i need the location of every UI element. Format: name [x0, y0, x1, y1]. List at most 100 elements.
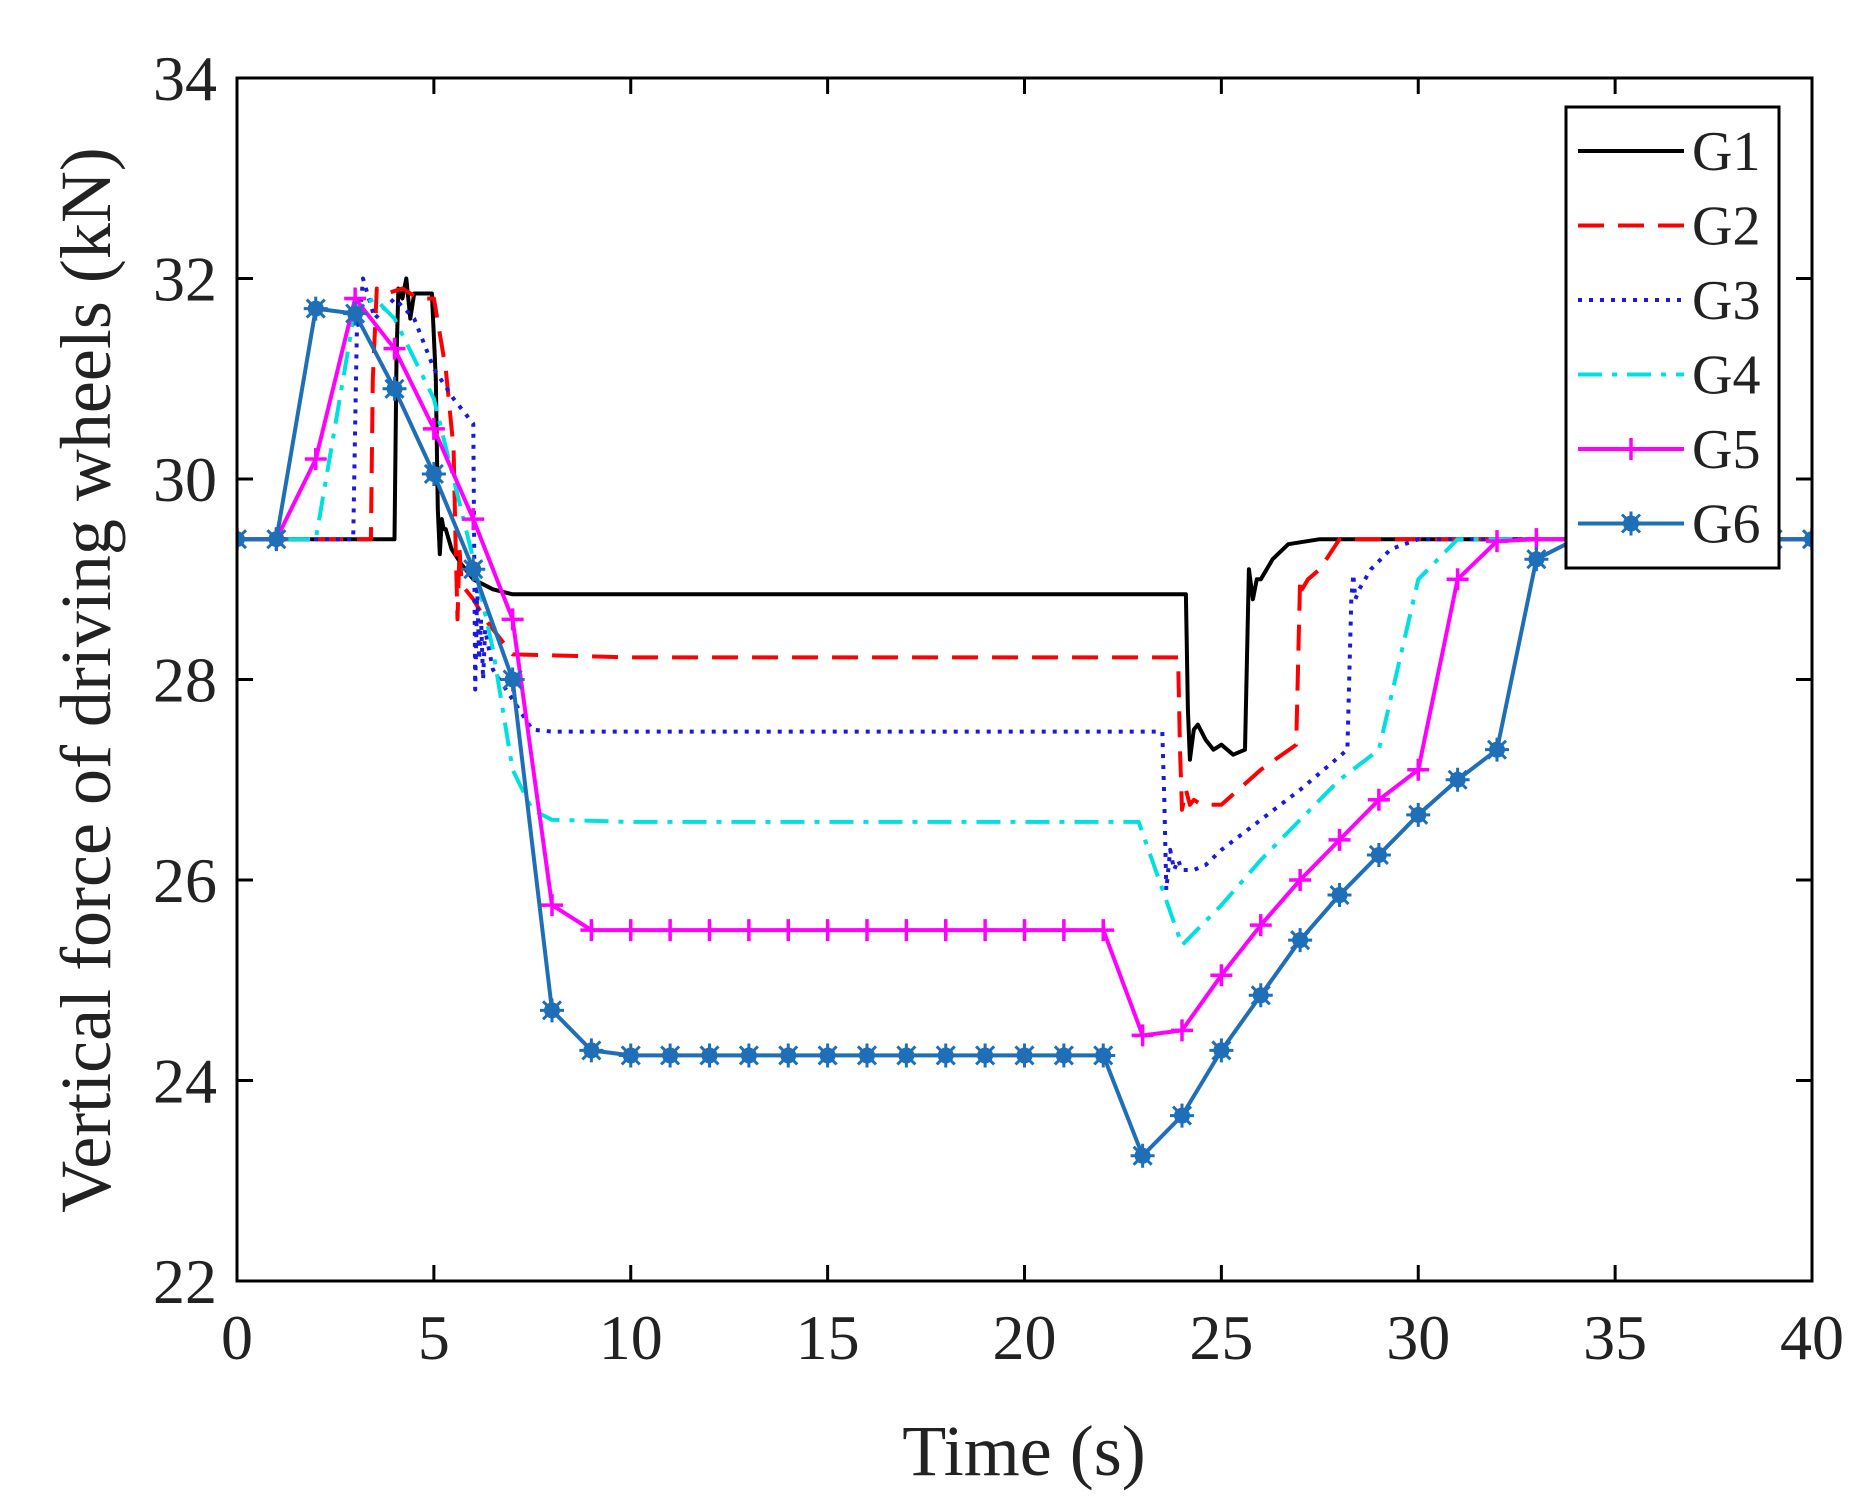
y-tick-label: 30	[153, 444, 217, 515]
data-point-g5	[1486, 530, 1508, 553]
legend-label: G2	[1692, 196, 1760, 258]
legend-label: G5	[1692, 419, 1760, 481]
data-point-g6	[1288, 928, 1313, 953]
data-point-g6	[421, 461, 446, 486]
data-point-g6	[500, 667, 525, 692]
series-g3	[237, 276, 1812, 892]
data-point-g5	[1328, 828, 1351, 851]
data-point-g6	[1091, 1043, 1116, 1068]
data-point-g5	[1525, 528, 1548, 551]
data-point-g6	[618, 1043, 643, 1068]
data-point-g5	[737, 919, 760, 942]
data-point-g6	[237, 527, 249, 552]
data-point-g5	[974, 919, 997, 942]
data-point-g6	[815, 1043, 840, 1068]
data-point-g6	[658, 1043, 683, 1068]
data-point-g6	[855, 1043, 879, 1068]
data-point-g5	[1210, 964, 1233, 987]
data-point-g6	[382, 376, 407, 401]
data-point-g5	[1013, 919, 1036, 942]
data-point-g6	[303, 296, 328, 321]
data-point-g6	[933, 1043, 958, 1068]
y-tick-label: 28	[153, 645, 217, 716]
x-tick-label: 0	[221, 1302, 253, 1373]
series-layer	[237, 276, 1812, 1168]
data-point-g6	[973, 1043, 998, 1068]
data-point-g6	[540, 998, 564, 1023]
data-point-g5	[895, 919, 918, 942]
ticks-layer: 0 5 10 15 20 25 30 35 40 22 24 26 28 30 32 34	[153, 43, 1844, 1373]
data-point-g5	[1367, 788, 1390, 811]
data-point-g5	[580, 919, 603, 942]
data-point-g5	[698, 919, 721, 942]
data-point-g5	[619, 919, 642, 942]
x-tick-label: 25	[1189, 1302, 1253, 1373]
y-tick-label: 24	[153, 1046, 217, 1117]
data-point-g6	[1012, 1043, 1037, 1068]
legend: G1 G2 G3 G4 G5 G6	[1564, 105, 1781, 570]
data-point-g5	[304, 447, 327, 470]
legend-label: G1	[1692, 121, 1760, 183]
data-point-g6	[1248, 983, 1273, 1008]
series-g1	[237, 276, 1812, 762]
data-point-g5	[383, 337, 406, 360]
x-tick-label: 35	[1583, 1302, 1647, 1373]
legend-box	[1564, 105, 1781, 570]
data-point-g5	[1407, 758, 1430, 781]
series-line-g1	[237, 276, 1812, 762]
data-point-g5	[1289, 869, 1312, 891]
x-tick-label: 20	[993, 1302, 1057, 1373]
legend-marker	[1619, 511, 1643, 536]
x-tick-label: 40	[1780, 1302, 1844, 1373]
x-tick-label: 30	[1386, 1302, 1450, 1373]
data-point-g5	[1446, 568, 1469, 591]
y-tick-label: 22	[153, 1246, 217, 1317]
data-point-g5	[1092, 919, 1115, 942]
data-point-g6	[776, 1043, 801, 1068]
legend-item-g6: G6	[1578, 494, 1760, 556]
data-point-g6	[1800, 527, 1812, 552]
y-axis-title: Vertical force of driving wheels (kN)	[46, 147, 126, 1213]
data-point-g6	[736, 1043, 761, 1068]
data-point-g6	[1485, 737, 1509, 762]
data-point-g6	[1406, 802, 1431, 827]
data-point-g6	[264, 527, 289, 552]
legend-item-g3: G3	[1578, 270, 1760, 332]
data-point-g6	[697, 1043, 722, 1068]
legend-item-g4: G4	[1578, 345, 1760, 407]
data-point-g5	[777, 919, 800, 942]
legend-label: G6	[1692, 494, 1760, 556]
data-point-g5	[659, 919, 682, 942]
data-point-g5	[934, 919, 957, 942]
legend-item-g1: G1	[1578, 121, 1760, 183]
data-point-g6	[579, 1038, 604, 1063]
data-point-g5	[816, 919, 839, 942]
legend-label: G4	[1692, 345, 1760, 407]
data-point-g5	[422, 417, 445, 440]
data-point-g5	[462, 508, 485, 531]
data-point-g6	[1051, 1043, 1076, 1068]
data-point-g5	[1171, 1019, 1193, 1042]
data-point-g6	[1366, 842, 1391, 867]
legend-item-g2: G2	[1578, 196, 1760, 258]
y-tick-label: 32	[153, 244, 217, 315]
data-point-g6	[1445, 767, 1470, 792]
legend-item-g5: G5	[1578, 419, 1760, 481]
data-point-g5	[501, 608, 524, 631]
series-line-g4	[237, 296, 1812, 948]
x-axis-title: Time (s)	[902, 1411, 1145, 1491]
y-tick-label: 26	[153, 845, 217, 916]
data-point-g5	[1249, 914, 1272, 937]
data-point-g6	[1327, 883, 1352, 908]
x-tick-label: 15	[796, 1302, 860, 1373]
legend-label: G3	[1692, 270, 1760, 332]
x-tick-label: 10	[599, 1302, 663, 1373]
x-tick-label: 5	[418, 1302, 450, 1373]
data-point-g6	[461, 557, 486, 582]
y-tick-label: 34	[153, 43, 217, 114]
data-point-g5	[1052, 919, 1075, 942]
data-point-g6	[1209, 1038, 1234, 1063]
data-point-g6	[1170, 1103, 1194, 1128]
